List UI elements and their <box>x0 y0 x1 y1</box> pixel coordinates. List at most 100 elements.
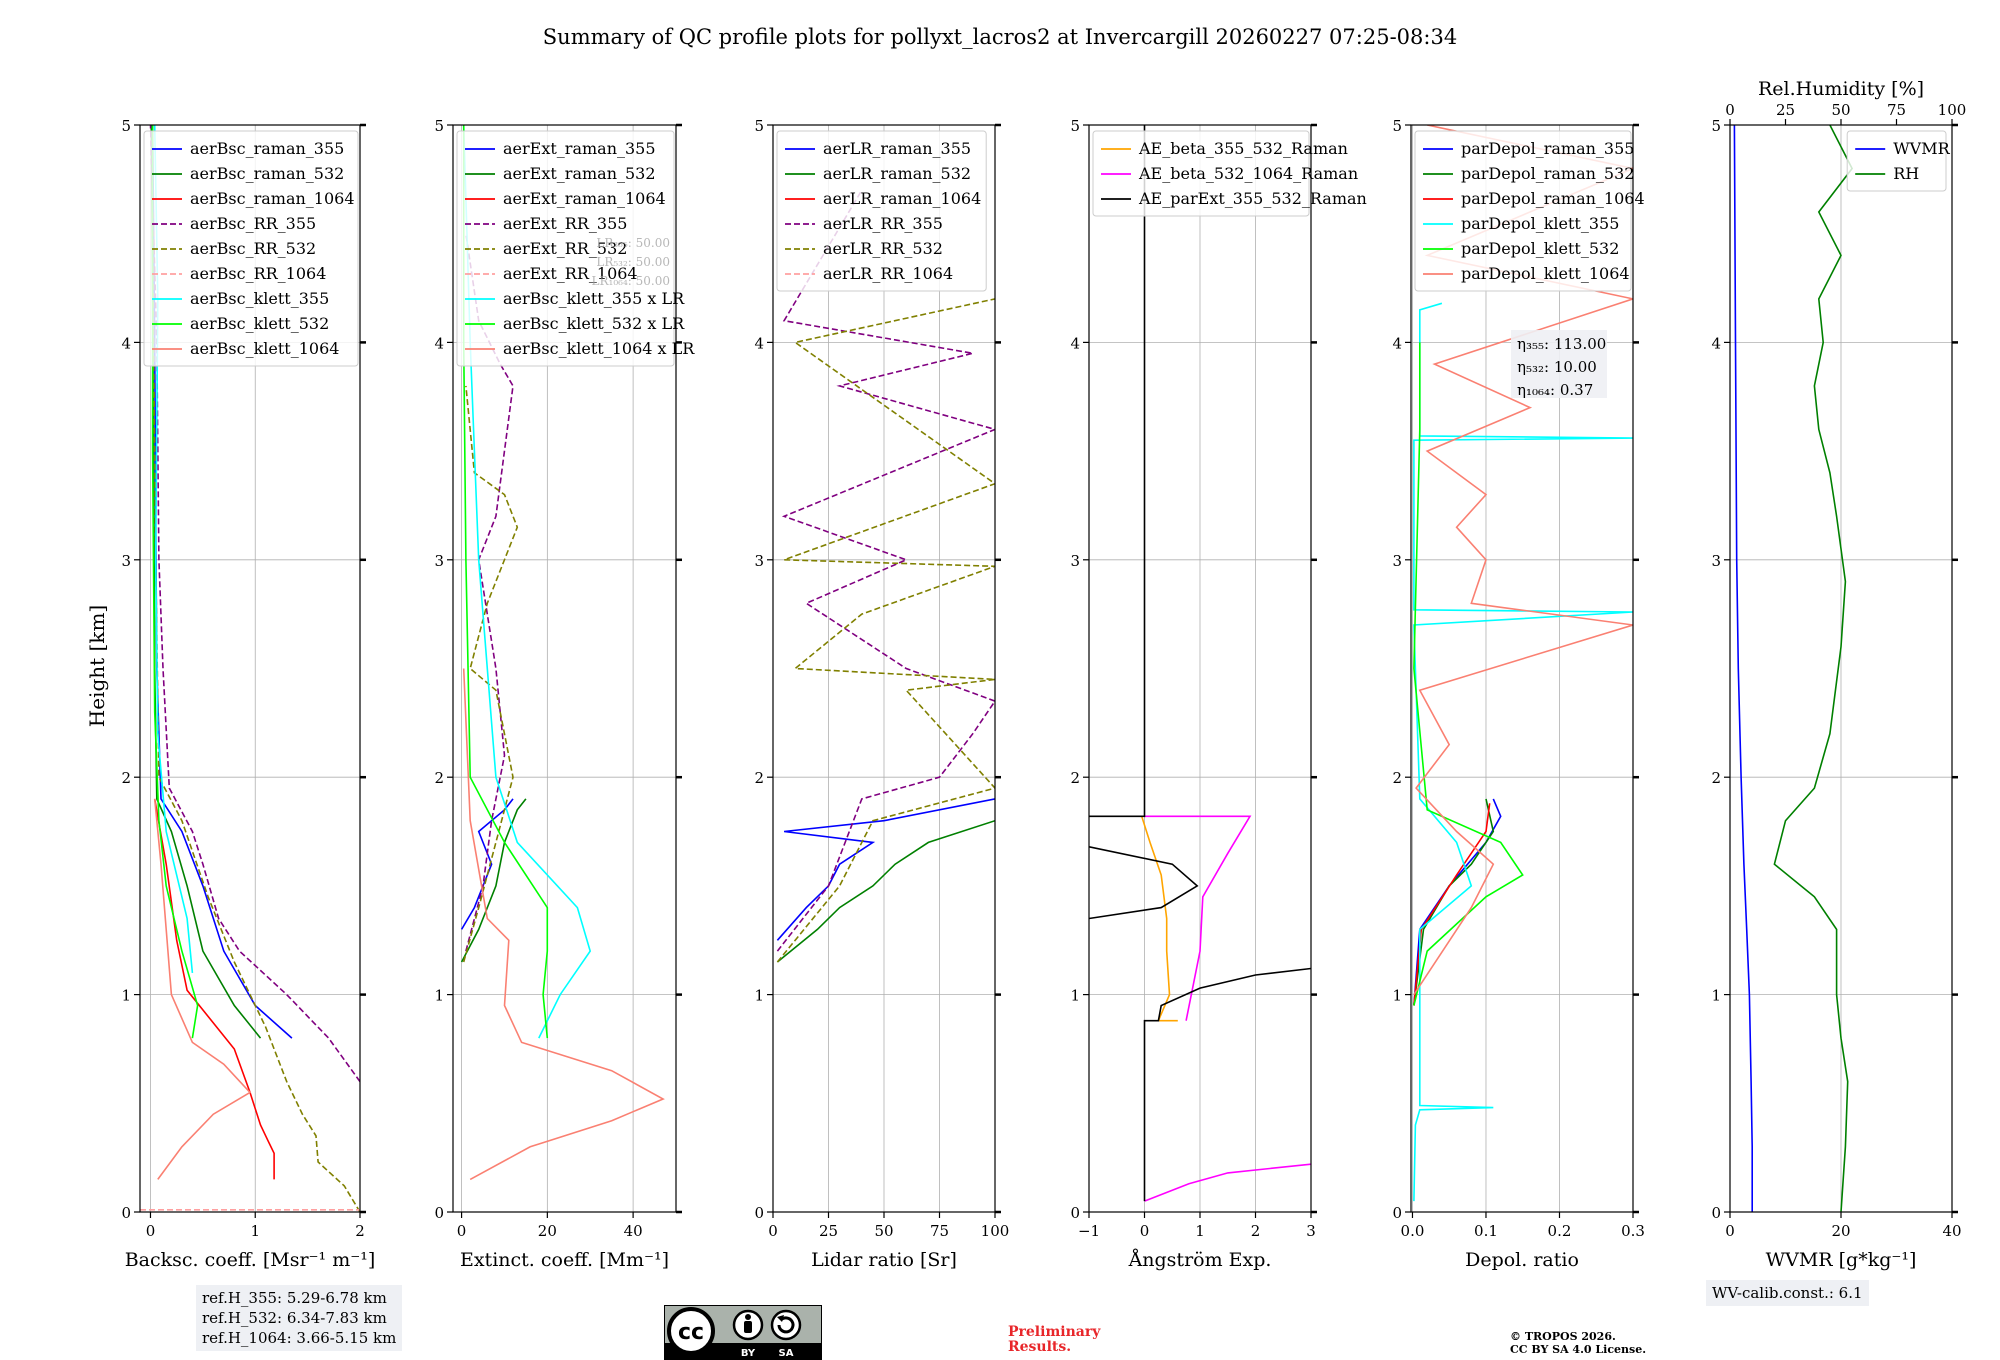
legend-depol: parDepol_raman_355 parDepol_raman_532 parD… <box>1414 130 1645 292</box>
eta-label: η₁₀₆₄: 0.37 <box>1517 381 1593 399</box>
legend-label: aerLR_raman_532 <box>823 164 971 183</box>
x-tick-label: 2 <box>1251 1222 1261 1240</box>
x-tick-label: 50 <box>874 1222 893 1240</box>
legend-label: WVMR <box>1893 139 1950 158</box>
series-AE_beta_532_1064_Raman <box>1144 815 1252 1021</box>
wv-calib-const: WV-calib.const.: 6.1 <box>1712 1284 1863 1302</box>
top-tick-label: 75 <box>1887 101 1906 119</box>
legend-bsc: aerBsc_raman_355 aerBsc_raman_532 aerBsc_r… <box>143 130 359 367</box>
legend-label: aerBsc_klett_532 x LR <box>503 314 685 333</box>
legend-ae: AE_beta_355_532_Raman AE_beta_532_1064_Ra… <box>1092 130 1367 217</box>
top-tick-label: 50 <box>1831 101 1850 119</box>
legend-label: aerBsc_RR_355 <box>190 214 316 233</box>
y-tick-label: 0 <box>434 1204 444 1222</box>
legend-label: aerBsc_klett_1064 <box>190 339 339 358</box>
top-axis-label: Rel.Humidity [%] <box>1758 78 1924 100</box>
x-axis-label: WVMR [g*kg⁻¹] <box>1766 1249 1917 1271</box>
series-parDepol_raman_355 <box>1413 798 1502 1006</box>
legend-label: AE_beta_355_532_Raman <box>1138 139 1348 158</box>
eta-label: η₅₃₂: 10.00 <box>1517 358 1597 376</box>
axes-frame <box>452 124 677 1213</box>
y-tick-label: 1 <box>1392 987 1402 1005</box>
legend-ext: aerExt_raman_355 aerExt_raman_532 aerExt_r… <box>456 130 695 367</box>
legend-label: aerBsc_raman_1064 <box>190 189 355 208</box>
x-tick-label: 1 <box>250 1222 260 1240</box>
x-tick-label: 75 <box>930 1222 949 1240</box>
y-tick-label: 2 <box>754 769 764 787</box>
x-axis-label: Extinct. coeff. [Mm⁻¹] <box>460 1249 669 1271</box>
series-WVMR <box>1733 125 1753 1212</box>
legend-label: parDepol_raman_1064 <box>1461 189 1645 208</box>
legend-label: aerLR_raman_355 <box>823 139 971 158</box>
series-parDepol_raman_1064 <box>1413 803 1491 1006</box>
refh-532: ref.H_532: 6.34-7.83 km <box>202 1309 387 1327</box>
axes-frame <box>139 124 361 1213</box>
cc-sa-label: SA <box>779 1348 794 1359</box>
series-RH <box>1773 125 1854 1212</box>
legend-label: aerLR_RR_1064 <box>823 264 953 283</box>
series-aerExt_RR_532 <box>462 385 519 963</box>
series-aerBsc_klett_532 <box>151 125 199 1039</box>
y-tick-label: 0 <box>754 1204 764 1222</box>
y-tick-label: 2 <box>434 769 444 787</box>
series-aerBsc_klett_1064 <box>153 798 252 1180</box>
series-aerBsc_klett_1064 x LR <box>462 668 665 1181</box>
wv-calib-box: WV-calib.const.: 6.1 <box>1706 1280 1869 1306</box>
x-tick-label: 0 <box>1725 1222 1735 1240</box>
y-tick-label: 4 <box>1392 334 1402 352</box>
x-axis-label: Backsc. coeff. [Msr⁻¹ m⁻¹] <box>125 1249 376 1271</box>
y-tick-label: 3 <box>121 552 131 570</box>
series-parDepol_klett_1064 <box>1413 125 1633 996</box>
series-AE_parExt_355_532_Raman <box>1143 967 1311 1202</box>
cc-logo-text: cc <box>678 1320 704 1345</box>
y-tick-label: 0 <box>121 1204 131 1222</box>
y-tick-label: 1 <box>121 987 131 1005</box>
legend-label: aerBsc_klett_355 <box>190 289 329 308</box>
y-tick-label: 5 <box>1711 117 1721 135</box>
x-tick-label: 0.1 <box>1474 1222 1498 1240</box>
y-tick-label: 0 <box>1711 1204 1721 1222</box>
legend-label: aerExt_raman_1064 <box>503 189 666 208</box>
panel-bsc: 0 1 2 3 4 5 0 1 2 Backsc. coeff. [Msr⁻¹ m⁻¹] aerBs… <box>121 117 375 1271</box>
legend-label: aerBsc_klett_1064 x LR <box>503 339 695 358</box>
y-tick-label: 1 <box>1711 987 1721 1005</box>
series-aerBsc_klett_355 x LR <box>462 125 592 1039</box>
y-tick-label: 4 <box>1070 334 1080 352</box>
legend-label: aerBsc_klett_355 x LR <box>503 289 685 308</box>
reference-height-box: ref.H_355: 5.29-6.78 km ref.H_532: 6.34-… <box>196 1285 403 1351</box>
y-tick-label: 3 <box>1070 552 1080 570</box>
axes-frame <box>1410 124 1634 1213</box>
panel-ext: 0 1 2 3 4 5 0 20 40 Extinct. coeff. [Mm⁻¹] aerExt_… <box>434 117 695 1271</box>
y-tick-label: 2 <box>1711 769 1721 787</box>
y-tick-label: 5 <box>121 117 131 135</box>
series-aerBsc_RR_532 <box>151 233 360 1212</box>
legend-label: parDepol_klett_1064 <box>1461 264 1630 283</box>
x-tick-label: 100 <box>981 1222 1010 1240</box>
figure-title: Summary of QC profile plots for pollyxt_… <box>543 25 1457 49</box>
legend-label: aerExt_raman_532 <box>503 164 656 183</box>
y-tick-label: 3 <box>1392 552 1402 570</box>
copyright-line-1: © TROPOS 2026. <box>1510 1330 1616 1343</box>
x-tick-label: 25 <box>819 1222 838 1240</box>
preliminary-line-2: Results. <box>1008 1339 1072 1355</box>
series-aerBsc_raman_1064 <box>153 798 275 1180</box>
top-tick-label: 100 <box>1938 101 1967 119</box>
legend-wv: WVMR RH <box>1846 130 1951 192</box>
x-axis-label: Ångström Exp. <box>1128 1249 1272 1271</box>
series-aerLR_RR_355 <box>776 189 995 952</box>
legend-label: aerLR_raman_1064 <box>823 189 981 208</box>
legend-label: parDepol_raman_355 <box>1461 139 1634 158</box>
x-tick-label: 40 <box>624 1222 643 1240</box>
lr-label: LR₅₃₂: 50.00 <box>596 255 670 269</box>
lr-label: LR₁₀₆₄: 50.00 <box>592 274 670 288</box>
sa-share-icon <box>770 1309 802 1341</box>
y-tick-label: 3 <box>1711 552 1721 570</box>
x-tick-label: 3 <box>1306 1222 1316 1240</box>
legend-label: aerExt_RR_355 <box>503 214 627 233</box>
x-tick-label: 0 <box>1140 1222 1150 1240</box>
x-axis-label: Depol. ratio <box>1465 1249 1579 1271</box>
legend-label: aerBsc_RR_532 <box>190 239 316 258</box>
x-axis-label: Lidar ratio [Sr] <box>811 1249 957 1271</box>
series-AE_parExt_355_532_Raman_top <box>1089 125 1146 818</box>
